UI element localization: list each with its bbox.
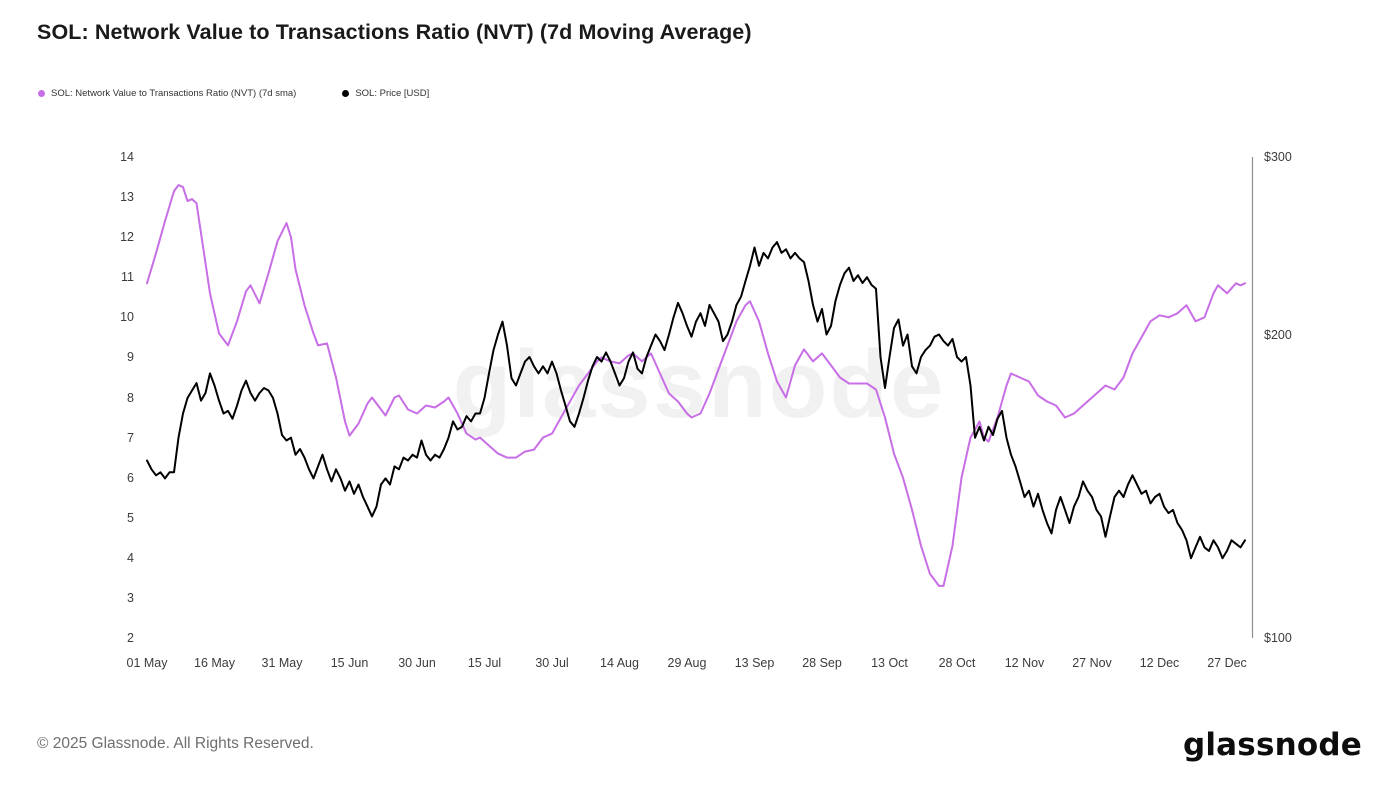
x-axis-tick: 15 Jun: [330, 656, 369, 670]
legend-label: SOL: Price [USD]: [355, 88, 430, 99]
legend-label: SOL: Network Value to Transactions Ratio…: [51, 88, 297, 99]
x-axis-tick: 13 Oct: [871, 656, 908, 670]
y-axis-left-tick: 14: [120, 150, 134, 164]
y-axis-left-tick: 8: [127, 390, 134, 405]
y-axis-left-tick: 11: [121, 270, 134, 285]
x-axis-tick: 16 May: [194, 656, 235, 670]
x-axis-tick: 13 Sep: [734, 656, 775, 670]
series-line-nvt: [146, 184, 1246, 587]
copyright-text: © 2025 Glassnode. All Rights Reserved.: [37, 735, 314, 752]
x-axis-tick: 14 Aug: [600, 656, 639, 670]
y-axis-left-tick: 2: [127, 631, 134, 645]
y-axis-left-tick: 13: [120, 190, 134, 205]
chart-area[interactable]: glassnode: [145, 157, 1254, 638]
legend: SOL: Network Value to Transactions Ratio…: [38, 88, 429, 99]
y-axis-left-tick: 4: [127, 550, 134, 565]
legend-item-nvt[interactable]: SOL: Network Value to Transactions Ratio…: [38, 88, 296, 99]
series-line-price: [146, 241, 1246, 560]
page-title: SOL: Network Value to Transactions Ratio…: [37, 20, 752, 44]
x-axis-tick: 28 Sep: [802, 656, 842, 670]
y-axis-left-tick: 6: [127, 470, 134, 485]
legend-dot-icon: [38, 90, 45, 97]
y-axis-right-tick: $200: [1264, 327, 1292, 342]
legend-dot-icon: [342, 90, 350, 97]
plot-svg[interactable]: [145, 157, 1254, 638]
y-axis-left-tick: 10: [120, 310, 134, 325]
x-axis-tick: 12 Nov: [1004, 656, 1045, 670]
y-axis-right-tick: $300: [1264, 150, 1292, 164]
y-axis-left-tick: 9: [127, 350, 134, 365]
x-axis-tick: 30 Jul: [535, 656, 569, 670]
y-axis-left-tick: 5: [127, 510, 134, 525]
legend-item-price[interactable]: SOL: Price [USD]: [342, 88, 429, 99]
glassnode-logo: glassnode: [1182, 727, 1362, 763]
x-axis-tick: 15 Jul: [467, 656, 502, 670]
y-axis-left-tick: 12: [120, 230, 134, 245]
x-axis-tick: 12 Dec: [1139, 656, 1180, 670]
y-axis-left-tick: 3: [127, 590, 134, 605]
x-axis-tick: 31 May: [261, 656, 303, 670]
y-axis-left-tick: 7: [127, 430, 134, 445]
x-axis-tick: 30 Jun: [398, 656, 436, 670]
x-axis-tick: 29 Aug: [667, 656, 707, 670]
x-axis-tick: 27 Dec: [1207, 656, 1247, 670]
x-axis-tick: 01 May: [126, 656, 168, 670]
x-axis-tick: 27 Nov: [1072, 656, 1112, 670]
y-axis-right-tick: $100: [1264, 631, 1292, 645]
x-axis-tick: 28 Oct: [938, 656, 976, 670]
